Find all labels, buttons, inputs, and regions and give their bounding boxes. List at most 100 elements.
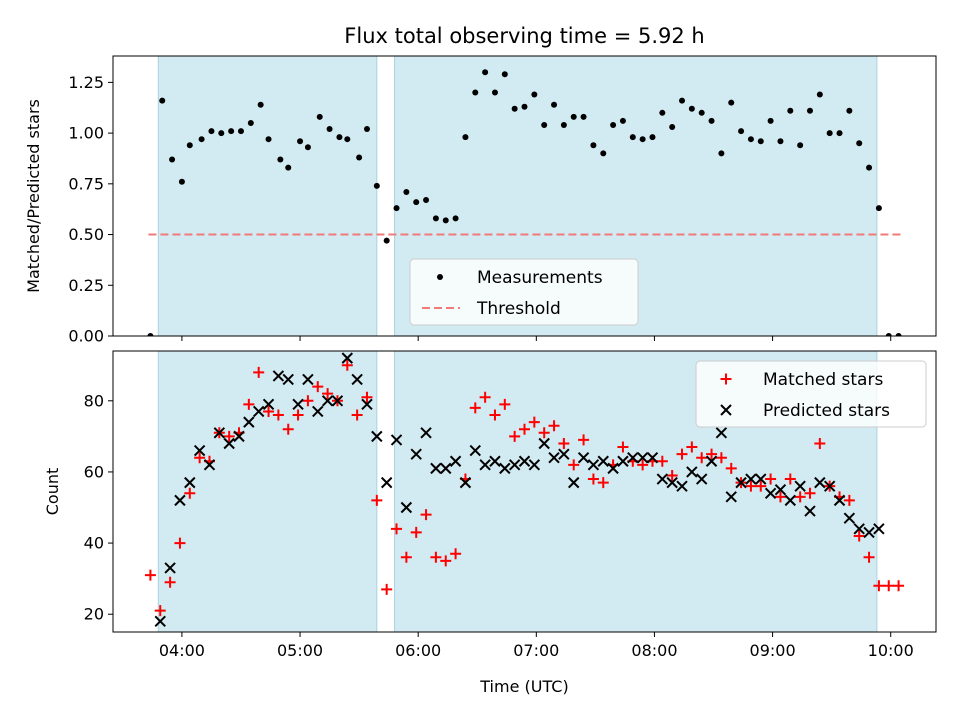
- observing-window-1: [158, 351, 377, 632]
- matched-star-point: [450, 548, 462, 560]
- measurement-point: [147, 333, 154, 336]
- measurement-point: [501, 71, 508, 78]
- y-axis-label: Matched/Predicted stars: [24, 99, 43, 293]
- matched-star-point: [706, 448, 718, 460]
- y-tick-label: 1.00: [68, 124, 104, 143]
- predicted-star-point: [853, 523, 865, 535]
- predicted-star-point: [489, 455, 501, 467]
- legend-label: Matched stars: [763, 370, 883, 390]
- matched-star-point: [351, 409, 363, 421]
- predicted-star-point: [568, 476, 580, 489]
- predicted-star-point: [587, 459, 600, 471]
- measurement-point: [767, 117, 774, 124]
- legend-label: Measurements: [477, 268, 603, 288]
- measurement-point: [777, 138, 784, 145]
- predicted-star-point: [784, 494, 797, 507]
- y-tick-label: 40: [84, 534, 104, 553]
- predicted-star-point: [518, 455, 531, 467]
- matched-star-point: [322, 388, 334, 400]
- measurement-point: [728, 99, 735, 106]
- measurement-point: [186, 142, 193, 149]
- matched-star-point: [637, 459, 649, 471]
- measurement-point: [423, 197, 430, 204]
- predicted-star-point: [617, 455, 629, 467]
- matched-star-point: [272, 409, 284, 421]
- measurement-point: [257, 101, 264, 108]
- predicted-star-point: [371, 430, 383, 443]
- matched-star-point: [253, 366, 265, 378]
- matched-star-point: [696, 452, 708, 464]
- predicted-star-point: [459, 476, 472, 489]
- measurement-point: [198, 136, 205, 143]
- matched-star-point: [391, 523, 403, 535]
- matched-star-point: [755, 480, 767, 492]
- measurement-point: [551, 101, 558, 108]
- matched-star-point: [814, 437, 826, 449]
- measurement-point: [718, 150, 725, 157]
- predicted-star-point: [193, 444, 206, 457]
- measurement-point: [344, 136, 351, 143]
- predicted-star-point: [774, 484, 787, 496]
- matched-star-point: [676, 448, 688, 460]
- predicted-star-point: [243, 416, 255, 428]
- measurement-point: [541, 121, 548, 128]
- measurement-point: [747, 136, 754, 143]
- measurement-point: [218, 130, 225, 137]
- measurement-point: [472, 89, 479, 96]
- predicted-star-point: [174, 494, 186, 507]
- matched-star-point: [400, 551, 412, 563]
- measurement-point: [316, 113, 323, 120]
- matched-star-point: [715, 452, 727, 464]
- measurement-point: [531, 91, 538, 98]
- y-axis-label: Count: [43, 468, 62, 516]
- legend-predicted-swatch: [720, 404, 732, 416]
- y-tick-label: 0.00: [68, 327, 104, 346]
- predicted-star-point: [676, 480, 688, 492]
- measurement-point: [856, 140, 863, 147]
- matched-star-point: [263, 405, 275, 417]
- matched-star-point: [420, 509, 432, 521]
- predicted-star-point: [292, 398, 304, 411]
- matched-star-point: [843, 494, 855, 506]
- measurement-point: [738, 128, 745, 135]
- matched-star-point: [883, 580, 895, 592]
- measurement-point: [698, 109, 705, 116]
- predicted-star-point: [331, 395, 344, 407]
- predicted-star-point: [262, 398, 275, 411]
- predicted-star-point: [380, 476, 393, 489]
- predicted-star-point: [508, 459, 521, 471]
- predicted-star-point: [686, 466, 698, 478]
- matched-star-point: [666, 469, 678, 481]
- measurement-point: [178, 178, 185, 185]
- matched-star-point: [371, 494, 383, 506]
- predicted-star-point: [715, 427, 728, 439]
- predicted-star-point: [843, 512, 856, 524]
- matched-star-point: [765, 473, 777, 485]
- bottom-panel-counts: 20 40 60 80 04:00 05:00 06:00 07:00 08:00 09:00 10…: [43, 350, 937, 660]
- measurement-point: [826, 130, 833, 137]
- predicted-star-point: [735, 476, 747, 489]
- matched-star-point: [489, 409, 501, 421]
- predicted-star-point: [213, 427, 226, 439]
- matched-star-point: [341, 359, 353, 371]
- predicted-star-point: [321, 395, 334, 407]
- measurement-point: [373, 182, 380, 189]
- matched-star-point: [381, 583, 393, 595]
- predicted-star-point: [312, 405, 324, 418]
- matched-star-point: [558, 437, 570, 449]
- predicted-star-point: [656, 473, 669, 485]
- matched-star-point: [361, 391, 373, 403]
- matched-star-point: [725, 462, 737, 474]
- measurement-point: [639, 136, 646, 143]
- measurement-point: [336, 134, 343, 141]
- measurement-point: [521, 103, 528, 110]
- x-tick-label: 05:00: [277, 641, 323, 660]
- legend: Measurements Threshold: [409, 258, 639, 326]
- x-tick-label: 04:00: [159, 641, 205, 660]
- predicted-star-point: [755, 473, 767, 485]
- predicted-star-point: [430, 462, 442, 475]
- measurement-point: [659, 109, 666, 116]
- matched-star-point: [154, 605, 166, 617]
- matched-star-point: [174, 537, 186, 549]
